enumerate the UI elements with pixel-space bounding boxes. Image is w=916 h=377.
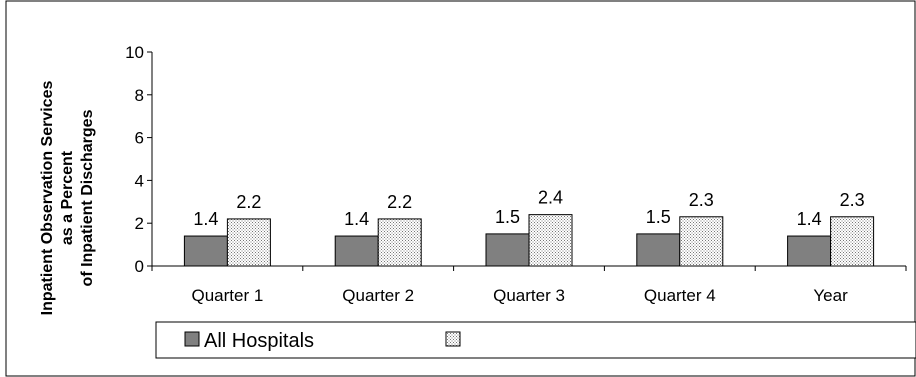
- y-axis-title-line-2: as a Percent: [59, 150, 76, 245]
- data-label-series-1: 1.5: [646, 207, 671, 227]
- data-label-series-2: 2.3: [840, 190, 865, 210]
- bar-series-2: [679, 216, 724, 267]
- legend: All Hospitals: [155, 321, 916, 359]
- x-tick-label: Quarter 3: [493, 286, 565, 305]
- data-label-series-1: 1.4: [344, 209, 369, 229]
- x-tick-label: Year: [813, 286, 848, 305]
- y-tick-label: 6: [135, 129, 144, 148]
- data-label-series-2: 2.3: [689, 190, 714, 210]
- chart-area-border: [5, 0, 916, 377]
- data-label-series-2: 2.2: [236, 192, 261, 212]
- y-tick-label: 2: [135, 214, 144, 233]
- data-label-series-1: 1.4: [193, 209, 218, 229]
- legend-box: [155, 321, 916, 359]
- bar-series-2: [377, 218, 422, 267]
- data-label-series-1: 1.4: [797, 209, 822, 229]
- x-tick-label: Quarter 4: [644, 286, 716, 305]
- legend-swatch-all-hospitals: [184, 331, 200, 347]
- bar-series-2: [226, 218, 271, 267]
- bar-series-2: [528, 214, 573, 267]
- y-axis-title-line-1: Inpatient Observation Services: [39, 81, 56, 316]
- legend-swatch-series-2: [445, 331, 461, 347]
- legend-label-all-hospitals: All Hospitals: [204, 330, 314, 352]
- axes: 0 2 4 6 8 10 Quarter 1 Quarter 2 Quarter 3 Quarte…: [125, 43, 907, 305]
- data-labels: 1.4 2.2 1.4 2.2 1.5 2.4 1.5 2.3 1.4 2.3: [193, 188, 864, 229]
- y-tick-label: 4: [135, 171, 144, 190]
- y-tick-label: 0: [135, 257, 144, 276]
- y-axis-title-line-3: of Inpatient Discharges: [79, 109, 96, 286]
- bar-series-1: [636, 233, 681, 267]
- bars: [183, 214, 875, 267]
- bar-series-1: [183, 235, 228, 267]
- bar-series-2: [830, 216, 875, 267]
- bar-series-1: [787, 235, 832, 267]
- y-tick-label: 8: [135, 86, 144, 105]
- bar-series-1: [334, 235, 379, 267]
- data-label-series-2: 2.4: [538, 188, 563, 208]
- x-tick-label: Quarter 2: [342, 286, 414, 305]
- y-axis-title: Inpatient Observation Services as a Perc…: [39, 81, 96, 316]
- y-tick-label: 10: [125, 43, 144, 62]
- x-tick-label: Quarter 1: [191, 286, 263, 305]
- data-label-series-1: 1.5: [495, 207, 520, 227]
- bar-series-1: [485, 233, 530, 267]
- data-label-series-2: 2.2: [387, 192, 412, 212]
